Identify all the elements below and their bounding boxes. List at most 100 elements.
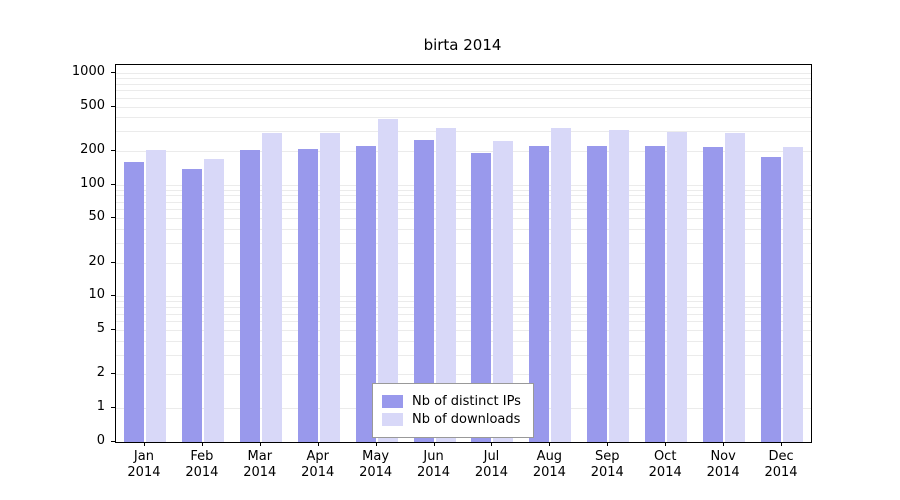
y-tick-label: 50 bbox=[88, 209, 105, 225]
bar-downloads-oct bbox=[667, 132, 688, 442]
gridline bbox=[116, 189, 811, 191]
x-tick-label: Sep 2014 bbox=[590, 449, 624, 480]
bar-downloads-feb bbox=[203, 159, 224, 442]
legend-item: Nb of downloads bbox=[382, 412, 521, 427]
gridline bbox=[116, 97, 811, 99]
gridline bbox=[116, 296, 811, 298]
y-tick-mark bbox=[111, 183, 115, 185]
bar-downloads-jan bbox=[145, 149, 166, 442]
x-tick-label: Nov 2014 bbox=[706, 449, 740, 480]
plot-area: Nb of distinct IPs Nb of downloads bbox=[115, 64, 812, 443]
y-tick-mark bbox=[111, 441, 115, 442]
bar-downloads-may bbox=[377, 118, 398, 442]
bar-distinct-ips-feb bbox=[181, 168, 202, 442]
gridline bbox=[116, 83, 811, 85]
y-tick-mark bbox=[111, 295, 115, 297]
gridline bbox=[116, 195, 811, 197]
y-tick-label: 1 bbox=[96, 399, 105, 414]
y-tick-mark bbox=[111, 261, 115, 263]
gridline bbox=[116, 262, 811, 264]
legend-label: Nb of distinct IPs bbox=[412, 394, 521, 409]
legend-swatch-icon bbox=[382, 395, 403, 408]
x-tick-mark bbox=[433, 442, 435, 446]
y-tick-label: 100 bbox=[80, 175, 105, 191]
bar-distinct-ips-dec bbox=[761, 157, 782, 442]
x-tick-label: Oct 2014 bbox=[648, 449, 682, 480]
x-tick-label: Feb 2014 bbox=[185, 449, 219, 480]
y-tick-mark bbox=[111, 71, 115, 73]
gridline bbox=[116, 90, 811, 92]
bar-downloads-mar bbox=[261, 133, 282, 442]
x-tick-label: Jan 2014 bbox=[127, 449, 161, 480]
bar-distinct-ips-jun bbox=[413, 139, 434, 442]
y-tick-label: 500 bbox=[80, 97, 105, 113]
bar-downloads-sep bbox=[609, 129, 630, 442]
gridline bbox=[116, 329, 811, 331]
y-tick-mark bbox=[111, 149, 115, 151]
x-tick-label: May 2014 bbox=[359, 449, 393, 480]
legend-label: Nb of downloads bbox=[412, 412, 521, 427]
x-tick-label: Jul 2014 bbox=[474, 449, 508, 480]
y-tick-label: 1000 bbox=[71, 63, 105, 79]
gridline bbox=[116, 307, 811, 309]
gridline bbox=[116, 374, 811, 376]
bar-downloads-dec bbox=[783, 147, 804, 442]
gridline bbox=[116, 184, 811, 186]
x-tick-mark bbox=[201, 442, 203, 446]
x-tick-mark bbox=[607, 442, 609, 446]
x-tick-label: Apr 2014 bbox=[301, 449, 335, 480]
x-tick-mark bbox=[781, 442, 783, 446]
x-tick-label: Aug 2014 bbox=[532, 449, 566, 480]
bar-distinct-ips-jul bbox=[471, 153, 492, 442]
legend-item: Nb of distinct IPs bbox=[382, 394, 521, 409]
bar-distinct-ips-sep bbox=[587, 145, 608, 442]
gridline bbox=[116, 106, 811, 108]
bar-distinct-ips-nov bbox=[703, 147, 724, 442]
y-tick-label: 0 bbox=[96, 433, 105, 448]
bar-downloads-nov bbox=[725, 133, 746, 442]
bar-distinct-ips-oct bbox=[645, 145, 666, 442]
x-tick-mark bbox=[317, 442, 319, 446]
bar-distinct-ips-jan bbox=[123, 161, 144, 442]
gridline bbox=[116, 321, 811, 323]
bar-downloads-aug bbox=[551, 127, 572, 442]
gridline bbox=[116, 78, 811, 79]
gridline bbox=[116, 243, 811, 244]
y-tick-label: 2 bbox=[96, 365, 105, 381]
gridline bbox=[116, 340, 811, 342]
gridline bbox=[116, 131, 811, 133]
gridline bbox=[116, 72, 811, 74]
gridline bbox=[116, 301, 811, 303]
x-tick-label: Mar 2014 bbox=[243, 449, 277, 480]
gridline bbox=[116, 150, 811, 152]
bar-downloads-jul bbox=[493, 140, 514, 442]
legend-swatch-icon bbox=[382, 413, 403, 426]
x-tick-mark bbox=[375, 442, 377, 446]
x-tick-mark bbox=[259, 442, 261, 446]
x-tick-label: Dec 2014 bbox=[764, 449, 798, 480]
gridline bbox=[116, 209, 811, 211]
bar-distinct-ips-may bbox=[355, 145, 376, 442]
legend: Nb of distinct IPs Nb of downloads bbox=[372, 383, 534, 438]
y-tick-label: 200 bbox=[80, 141, 105, 157]
gridline bbox=[116, 354, 811, 356]
chart-title: birta 2014 bbox=[423, 36, 502, 54]
y-tick-label: 20 bbox=[88, 253, 105, 269]
gridline bbox=[116, 218, 811, 220]
bar-distinct-ips-mar bbox=[239, 149, 260, 442]
y-tick-mark bbox=[111, 407, 115, 408]
x-tick-mark bbox=[549, 442, 551, 446]
x-tick-mark bbox=[665, 442, 667, 446]
bar-distinct-ips-aug bbox=[529, 145, 550, 442]
y-tick-mark bbox=[111, 105, 115, 107]
y-tick-mark bbox=[111, 217, 115, 219]
gridline bbox=[116, 313, 811, 315]
x-tick-mark bbox=[143, 442, 145, 446]
y-tick-label: 5 bbox=[96, 320, 105, 336]
x-tick-mark bbox=[491, 442, 493, 446]
y-tick-mark bbox=[111, 373, 115, 375]
y-tick-label: 10 bbox=[88, 287, 105, 303]
bar-downloads-apr bbox=[319, 132, 340, 442]
gridline bbox=[116, 229, 811, 231]
